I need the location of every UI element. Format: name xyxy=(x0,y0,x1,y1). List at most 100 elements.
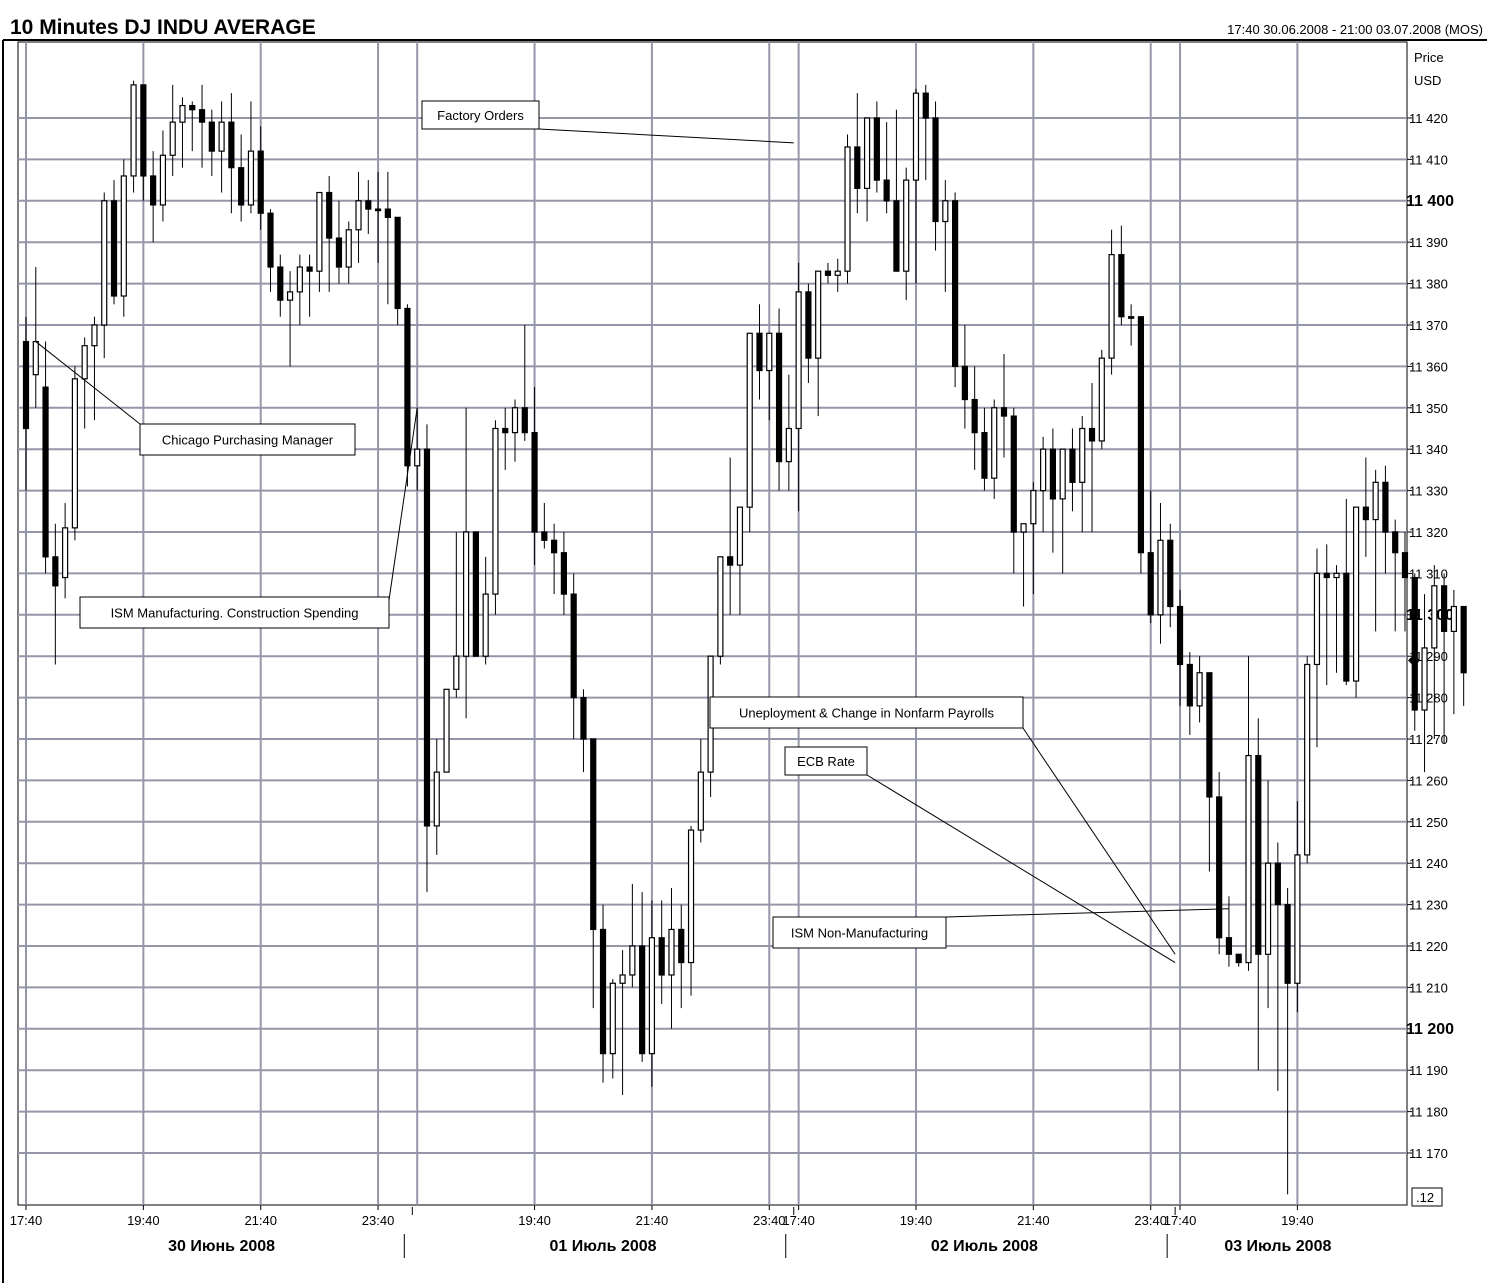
candle xyxy=(511,399,519,462)
annotation: ISM Non-Manufacturing xyxy=(772,908,1229,949)
candle-body-up xyxy=(1245,754,1252,964)
candle-body-down xyxy=(775,332,783,463)
candle-body-down xyxy=(257,150,264,214)
candle xyxy=(736,506,744,615)
candle xyxy=(1235,953,1242,967)
candle xyxy=(599,904,607,1083)
y-axis-label-currency: USD xyxy=(1414,73,1441,88)
candle xyxy=(91,316,98,421)
candle-body-up xyxy=(687,829,695,964)
candle xyxy=(580,689,587,773)
candle-body-up xyxy=(863,117,871,189)
candle-body-up xyxy=(795,291,802,430)
candle-body-down xyxy=(580,696,587,740)
candle-body-down xyxy=(922,92,929,119)
candle-body-up xyxy=(169,121,176,156)
candle xyxy=(1225,896,1233,967)
candle-body-up xyxy=(942,200,949,223)
annotation-label: Factory Orders xyxy=(437,108,524,123)
candle xyxy=(1313,548,1321,748)
candle xyxy=(443,688,450,773)
y-tick-label: 11 330 xyxy=(1409,484,1448,499)
candle-body-down xyxy=(1137,316,1145,554)
candle xyxy=(824,262,832,284)
candle-body-up xyxy=(991,407,998,479)
candle-body-down xyxy=(228,121,235,169)
candle xyxy=(1088,382,1096,532)
candle-body-up xyxy=(1079,427,1086,483)
candle xyxy=(267,209,274,292)
candle-body-down xyxy=(306,266,313,272)
candle-body-down xyxy=(22,340,30,430)
y-tick-label: 11 170 xyxy=(1409,1146,1448,1161)
candle-body-down xyxy=(658,937,665,976)
candle-body-down xyxy=(1049,448,1057,500)
candle xyxy=(208,109,215,176)
candle xyxy=(942,180,949,292)
candle xyxy=(71,366,79,541)
x-tick-label: 17:40 xyxy=(782,1213,815,1228)
candle xyxy=(1460,605,1467,706)
annotation-leader-line xyxy=(1022,727,1176,955)
candle xyxy=(1167,523,1174,628)
annotation-label: ECB Rate xyxy=(797,754,855,769)
candle-body-down xyxy=(678,928,685,964)
candle xyxy=(991,399,998,499)
candle xyxy=(365,180,372,234)
candle-body-down xyxy=(1323,572,1330,579)
candle-body-up xyxy=(120,175,127,297)
candle xyxy=(1206,672,1213,872)
candle xyxy=(785,374,792,491)
candle-body-down xyxy=(1186,663,1193,707)
candle xyxy=(238,134,245,222)
date-range-label: 17:40 30.06.2008 - 21:00 03.07.2008 (MOS… xyxy=(1227,22,1483,37)
candle-body-down xyxy=(1010,415,1017,533)
candle xyxy=(590,738,597,1009)
y-tick-label: 11 370 xyxy=(1409,318,1448,333)
candle-body-down xyxy=(854,146,861,189)
annotation-label: ISM Non-Manufacturing xyxy=(791,926,928,941)
candle-body-down xyxy=(1167,539,1174,608)
candle xyxy=(1176,589,1184,706)
candle xyxy=(795,262,802,512)
candle-body-down xyxy=(1216,796,1223,939)
candle xyxy=(1333,565,1340,673)
candle-body-up xyxy=(62,527,69,579)
candle xyxy=(756,304,763,400)
candle-body-up xyxy=(1294,854,1301,984)
y-tick-label: 11 400 xyxy=(1406,193,1454,210)
candle-body-down xyxy=(1176,605,1184,666)
candle-body-down xyxy=(1000,407,1008,417)
candle xyxy=(1431,565,1438,739)
y-tick-label: 11 380 xyxy=(1409,277,1448,292)
candle xyxy=(355,171,362,263)
candle xyxy=(1255,718,1262,1071)
candle-body-down xyxy=(42,386,49,558)
candle-body-down xyxy=(541,531,548,541)
y-tick-label: 11 420 xyxy=(1409,111,1448,126)
candle xyxy=(658,900,665,1004)
candle-body-down xyxy=(756,332,763,372)
candle-body-up xyxy=(81,345,88,380)
candle xyxy=(1362,457,1369,557)
candle-body-down xyxy=(1118,254,1125,318)
candle xyxy=(394,216,401,325)
candle-body-up xyxy=(71,378,79,529)
candle-body-down xyxy=(873,117,880,181)
candle-body-down xyxy=(1362,506,1369,521)
candle xyxy=(922,84,929,181)
annotation: Chicago Purchasing Manager xyxy=(35,341,356,456)
candle-body-up xyxy=(218,121,225,152)
candle xyxy=(42,341,49,574)
day-label: 02 Июль 2008 xyxy=(931,1238,1038,1255)
candle xyxy=(414,407,421,491)
x-tick-label: 19:40 xyxy=(127,1213,160,1228)
y-tick-label: 11 230 xyxy=(1409,898,1448,913)
candle xyxy=(521,325,528,441)
candle-body-up xyxy=(648,937,656,1055)
candle-body-down xyxy=(208,121,215,152)
candle-body-up xyxy=(1450,605,1457,632)
candle-body-down xyxy=(531,432,538,533)
candle xyxy=(1343,498,1350,686)
candle xyxy=(1421,594,1428,773)
